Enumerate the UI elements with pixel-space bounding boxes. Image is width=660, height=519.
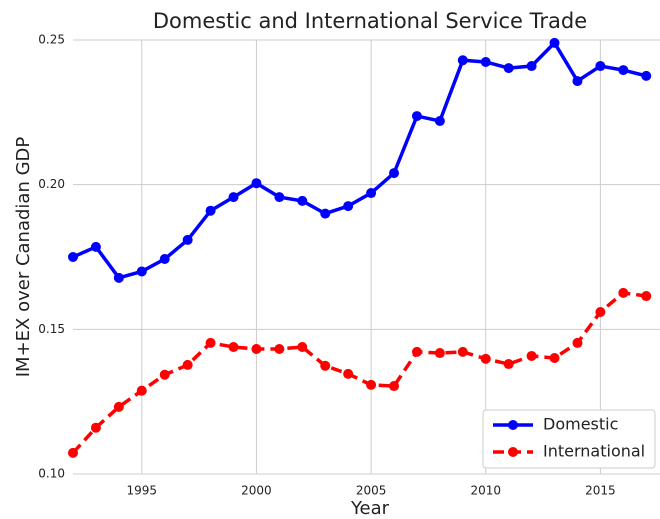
data-point [434,348,445,359]
series-line [72,40,647,280]
data-point [549,352,560,363]
data-point [320,360,331,371]
data-point [343,368,354,379]
y-tick-label: 0.25 [38,33,65,47]
data-point [159,254,170,265]
data-point [136,385,147,396]
data-point [572,337,583,348]
data-point [228,341,239,352]
data-point [366,188,377,199]
data-point [595,306,606,317]
data-point [68,252,78,262]
data-point [182,359,193,370]
data-point [480,353,491,364]
data-point [457,55,468,66]
data-point [526,61,537,72]
data-point [526,350,537,361]
data-point [480,56,491,67]
data-point [618,65,629,76]
data-point [205,205,216,216]
y-tick-label: 0.10 [38,467,65,481]
data-point [90,422,101,433]
data-point [136,266,147,277]
data-point [343,201,354,212]
data-point [274,344,285,355]
x-tick-label: 2005 [356,484,387,498]
x-tick-label: 2010 [470,484,501,498]
data-point [389,168,400,179]
legend-marker [508,420,518,430]
data-point [251,344,262,355]
data-point [549,37,560,48]
data-point [113,401,124,412]
data-point [434,116,445,127]
data-point [366,379,377,390]
legend-label: Domestic [543,415,618,434]
data-point [251,178,262,189]
y-tick-label: 0.20 [38,177,65,191]
data-point [411,111,422,122]
y-axis-label: IM+EX over Canadian GDP [13,137,34,378]
data-point [389,381,400,392]
data-point [595,61,606,72]
data-point [641,291,652,302]
legend-marker [508,447,518,457]
data-point [411,346,422,357]
data-point [297,195,308,206]
data-point [228,192,239,203]
data-point [572,76,583,87]
x-tick-label: 1995 [127,484,158,498]
data-point [320,208,331,219]
x-tick-label: 2015 [585,484,616,498]
data-point [90,241,101,252]
data-point [618,287,629,298]
data-point [503,359,514,370]
x-tick-label: 2000 [241,484,272,498]
data-point [113,272,124,283]
data-point [503,63,514,74]
data-point [457,346,468,357]
data-point [297,341,308,352]
y-tick-label: 0.15 [38,322,65,336]
chart-title: Domestic and International Service Trade [153,9,587,33]
data-point [274,192,285,203]
legend: Domestic International [482,409,656,469]
data-point [68,447,78,458]
x-axis-label: Year [350,498,390,519]
data-point [182,234,193,245]
data-point [159,369,170,380]
legend-label: International [543,442,645,461]
data-point [205,337,216,348]
data-point [641,70,652,81]
